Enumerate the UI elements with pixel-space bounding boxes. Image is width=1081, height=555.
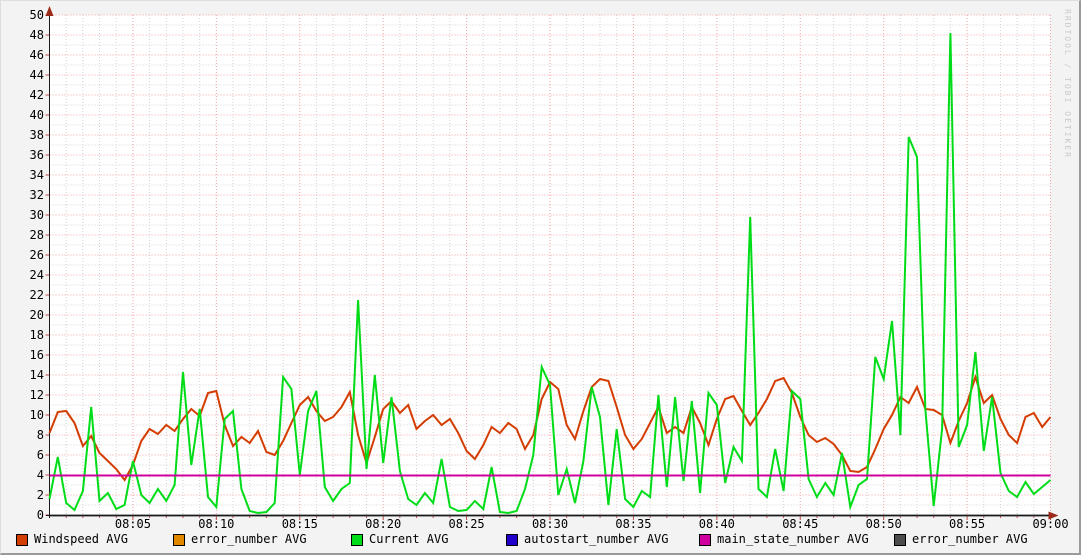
y-tick-label: 0 <box>37 508 44 522</box>
y-tick-label: 28 <box>30 228 44 242</box>
watermark: RRDTOOL / TOBI OETIKER <box>1063 9 1072 159</box>
x-tick-label: 08:25 <box>449 517 485 531</box>
y-tick-label: 44 <box>30 68 44 82</box>
y-tick-label: 42 <box>30 88 44 102</box>
grid <box>49 14 1051 515</box>
y-tick-label: 34 <box>30 168 44 182</box>
x-tick-label: 08:45 <box>782 517 818 531</box>
y-tick-label: 24 <box>30 268 44 282</box>
y-tick-label: 18 <box>30 328 44 342</box>
y-tick-label: 20 <box>30 308 44 322</box>
series-group <box>48 32 1052 515</box>
x-tick-label: 08:50 <box>866 517 902 531</box>
y-tick-label: 50 <box>30 8 44 22</box>
series-windspeed-avg-line <box>48 373 1052 482</box>
y-tick-label: 4 <box>37 468 44 482</box>
y-axis-arrow-icon <box>45 6 54 16</box>
x-tick-label: 08:20 <box>365 517 401 531</box>
y-tick-label: 12 <box>30 388 44 402</box>
y-tick-label: 48 <box>30 28 44 42</box>
x-tick-label: 08:15 <box>282 517 318 531</box>
y-tick-label: 6 <box>37 448 44 462</box>
x-tick-label: 08:10 <box>198 517 234 531</box>
y-tick-label: 38 <box>30 128 44 142</box>
axis-labels: 0246810121416182022242628303234363840424… <box>30 8 1069 531</box>
y-tick-label: 30 <box>30 208 44 222</box>
y-tick-label: 32 <box>30 188 44 202</box>
y-tick-label: 10 <box>30 408 44 422</box>
x-axis-arrow-icon <box>1048 511 1059 520</box>
y-tick-label: 46 <box>30 48 44 62</box>
y-tick-label: 8 <box>37 428 44 442</box>
x-tick-label: 08:35 <box>615 517 651 531</box>
series-current-avg-line <box>48 32 1052 515</box>
x-tick-label: 08:05 <box>115 517 151 531</box>
y-tick-label: 22 <box>30 288 44 302</box>
y-tick-label: 2 <box>37 488 44 502</box>
y-tick-label: 16 <box>30 348 44 362</box>
x-tick-label: 08:55 <box>949 517 985 531</box>
x-tick-label: 09:00 <box>1032 517 1068 531</box>
y-tick-label: 36 <box>30 148 44 162</box>
x-tick-label: 08:30 <box>532 517 568 531</box>
y-tick-label: 14 <box>30 368 44 382</box>
y-tick-label: 40 <box>30 108 44 122</box>
x-tick-label: 08:40 <box>699 517 735 531</box>
y-tick-label: 26 <box>30 248 44 262</box>
axes <box>45 6 1059 520</box>
